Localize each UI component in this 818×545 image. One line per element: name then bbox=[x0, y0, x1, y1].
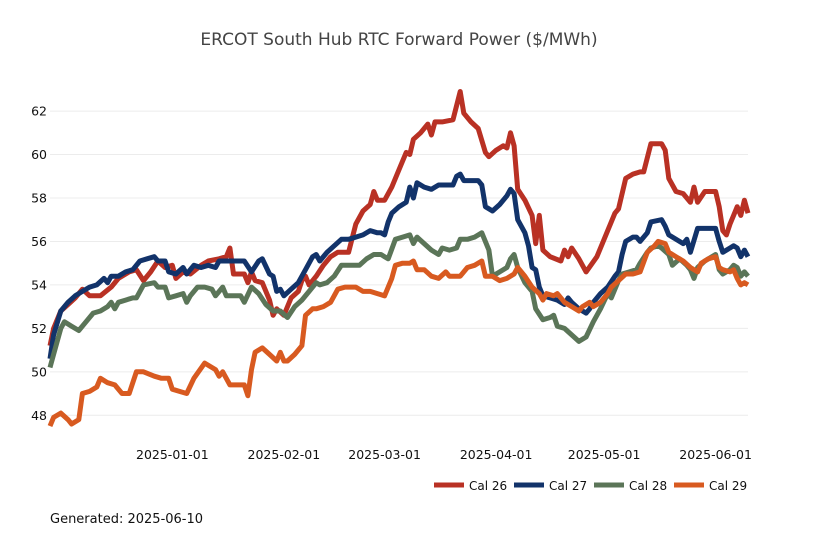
legend-label: Cal 29 bbox=[709, 479, 747, 493]
grid-lines bbox=[50, 110, 748, 416]
y-tick-label: 62 bbox=[31, 104, 47, 119]
x-tick-label: 2025-05-01 bbox=[568, 447, 641, 462]
y-tick-label: 56 bbox=[31, 234, 47, 249]
legend-label: Cal 27 bbox=[549, 479, 587, 493]
x-axis-ticks: 2025-01-01 2025-02-01 2025-03-01 2025-04-01… bbox=[136, 447, 752, 462]
y-tick-label: 54 bbox=[31, 277, 47, 292]
legend-label: Cal 28 bbox=[629, 479, 667, 493]
legend-item: Cal 27 bbox=[514, 479, 587, 493]
y-tick-label: 50 bbox=[31, 364, 47, 379]
y-tick-label: 52 bbox=[31, 321, 47, 336]
x-tick-label: 2025-03-01 bbox=[348, 447, 421, 462]
x-tick-label: 2025-04-01 bbox=[460, 447, 533, 462]
series-lines bbox=[47, 89, 751, 428]
y-tick-label: 48 bbox=[31, 408, 47, 423]
series-line-cal-26 bbox=[47, 89, 751, 347]
y-tick-label: 58 bbox=[31, 190, 47, 205]
legend-item: Cal 26 bbox=[434, 479, 507, 493]
legend-item: Cal 29 bbox=[674, 479, 747, 493]
generated-date-footer: Generated: 2025-06-10 bbox=[50, 512, 204, 527]
legend: Cal 26 Cal 27 Cal 28 Cal 29 bbox=[434, 479, 747, 493]
x-tick-label: 2025-06-01 bbox=[679, 447, 752, 462]
series-line-cal-27 bbox=[47, 171, 751, 360]
series-line-cal-29 bbox=[47, 238, 750, 428]
series-line-cal-28 bbox=[47, 230, 750, 369]
x-tick-label: 2025-01-01 bbox=[136, 447, 209, 462]
legend-label: Cal 26 bbox=[469, 479, 507, 493]
legend-item: Cal 28 bbox=[594, 479, 667, 493]
y-tick-label: 60 bbox=[31, 147, 47, 162]
x-tick-label: 2025-02-01 bbox=[248, 447, 321, 462]
chart-title: ERCOT South Hub RTC Forward Power ($/MWh… bbox=[200, 30, 597, 50]
y-axis-ticks: 48 50 52 54 56 58 60 62 bbox=[31, 104, 47, 423]
